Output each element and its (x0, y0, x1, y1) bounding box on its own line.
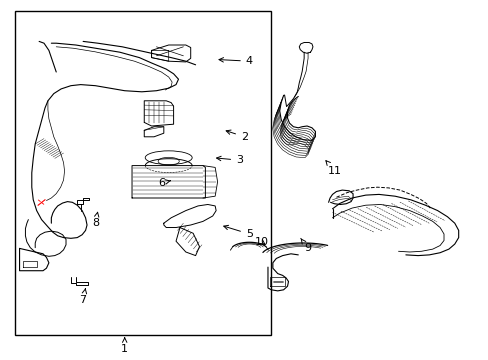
Text: 1: 1 (121, 338, 128, 354)
Text: 9: 9 (300, 238, 311, 253)
Text: 3: 3 (216, 155, 243, 165)
Text: 11: 11 (325, 161, 341, 176)
Text: 5: 5 (224, 225, 252, 239)
Text: 7: 7 (80, 289, 86, 305)
Text: 10: 10 (254, 237, 268, 247)
Bar (15, 11, 271, 335)
Text: 4: 4 (219, 56, 252, 66)
Text: 8: 8 (92, 212, 99, 228)
Text: 2: 2 (226, 130, 247, 142)
Text: 6: 6 (158, 178, 170, 188)
